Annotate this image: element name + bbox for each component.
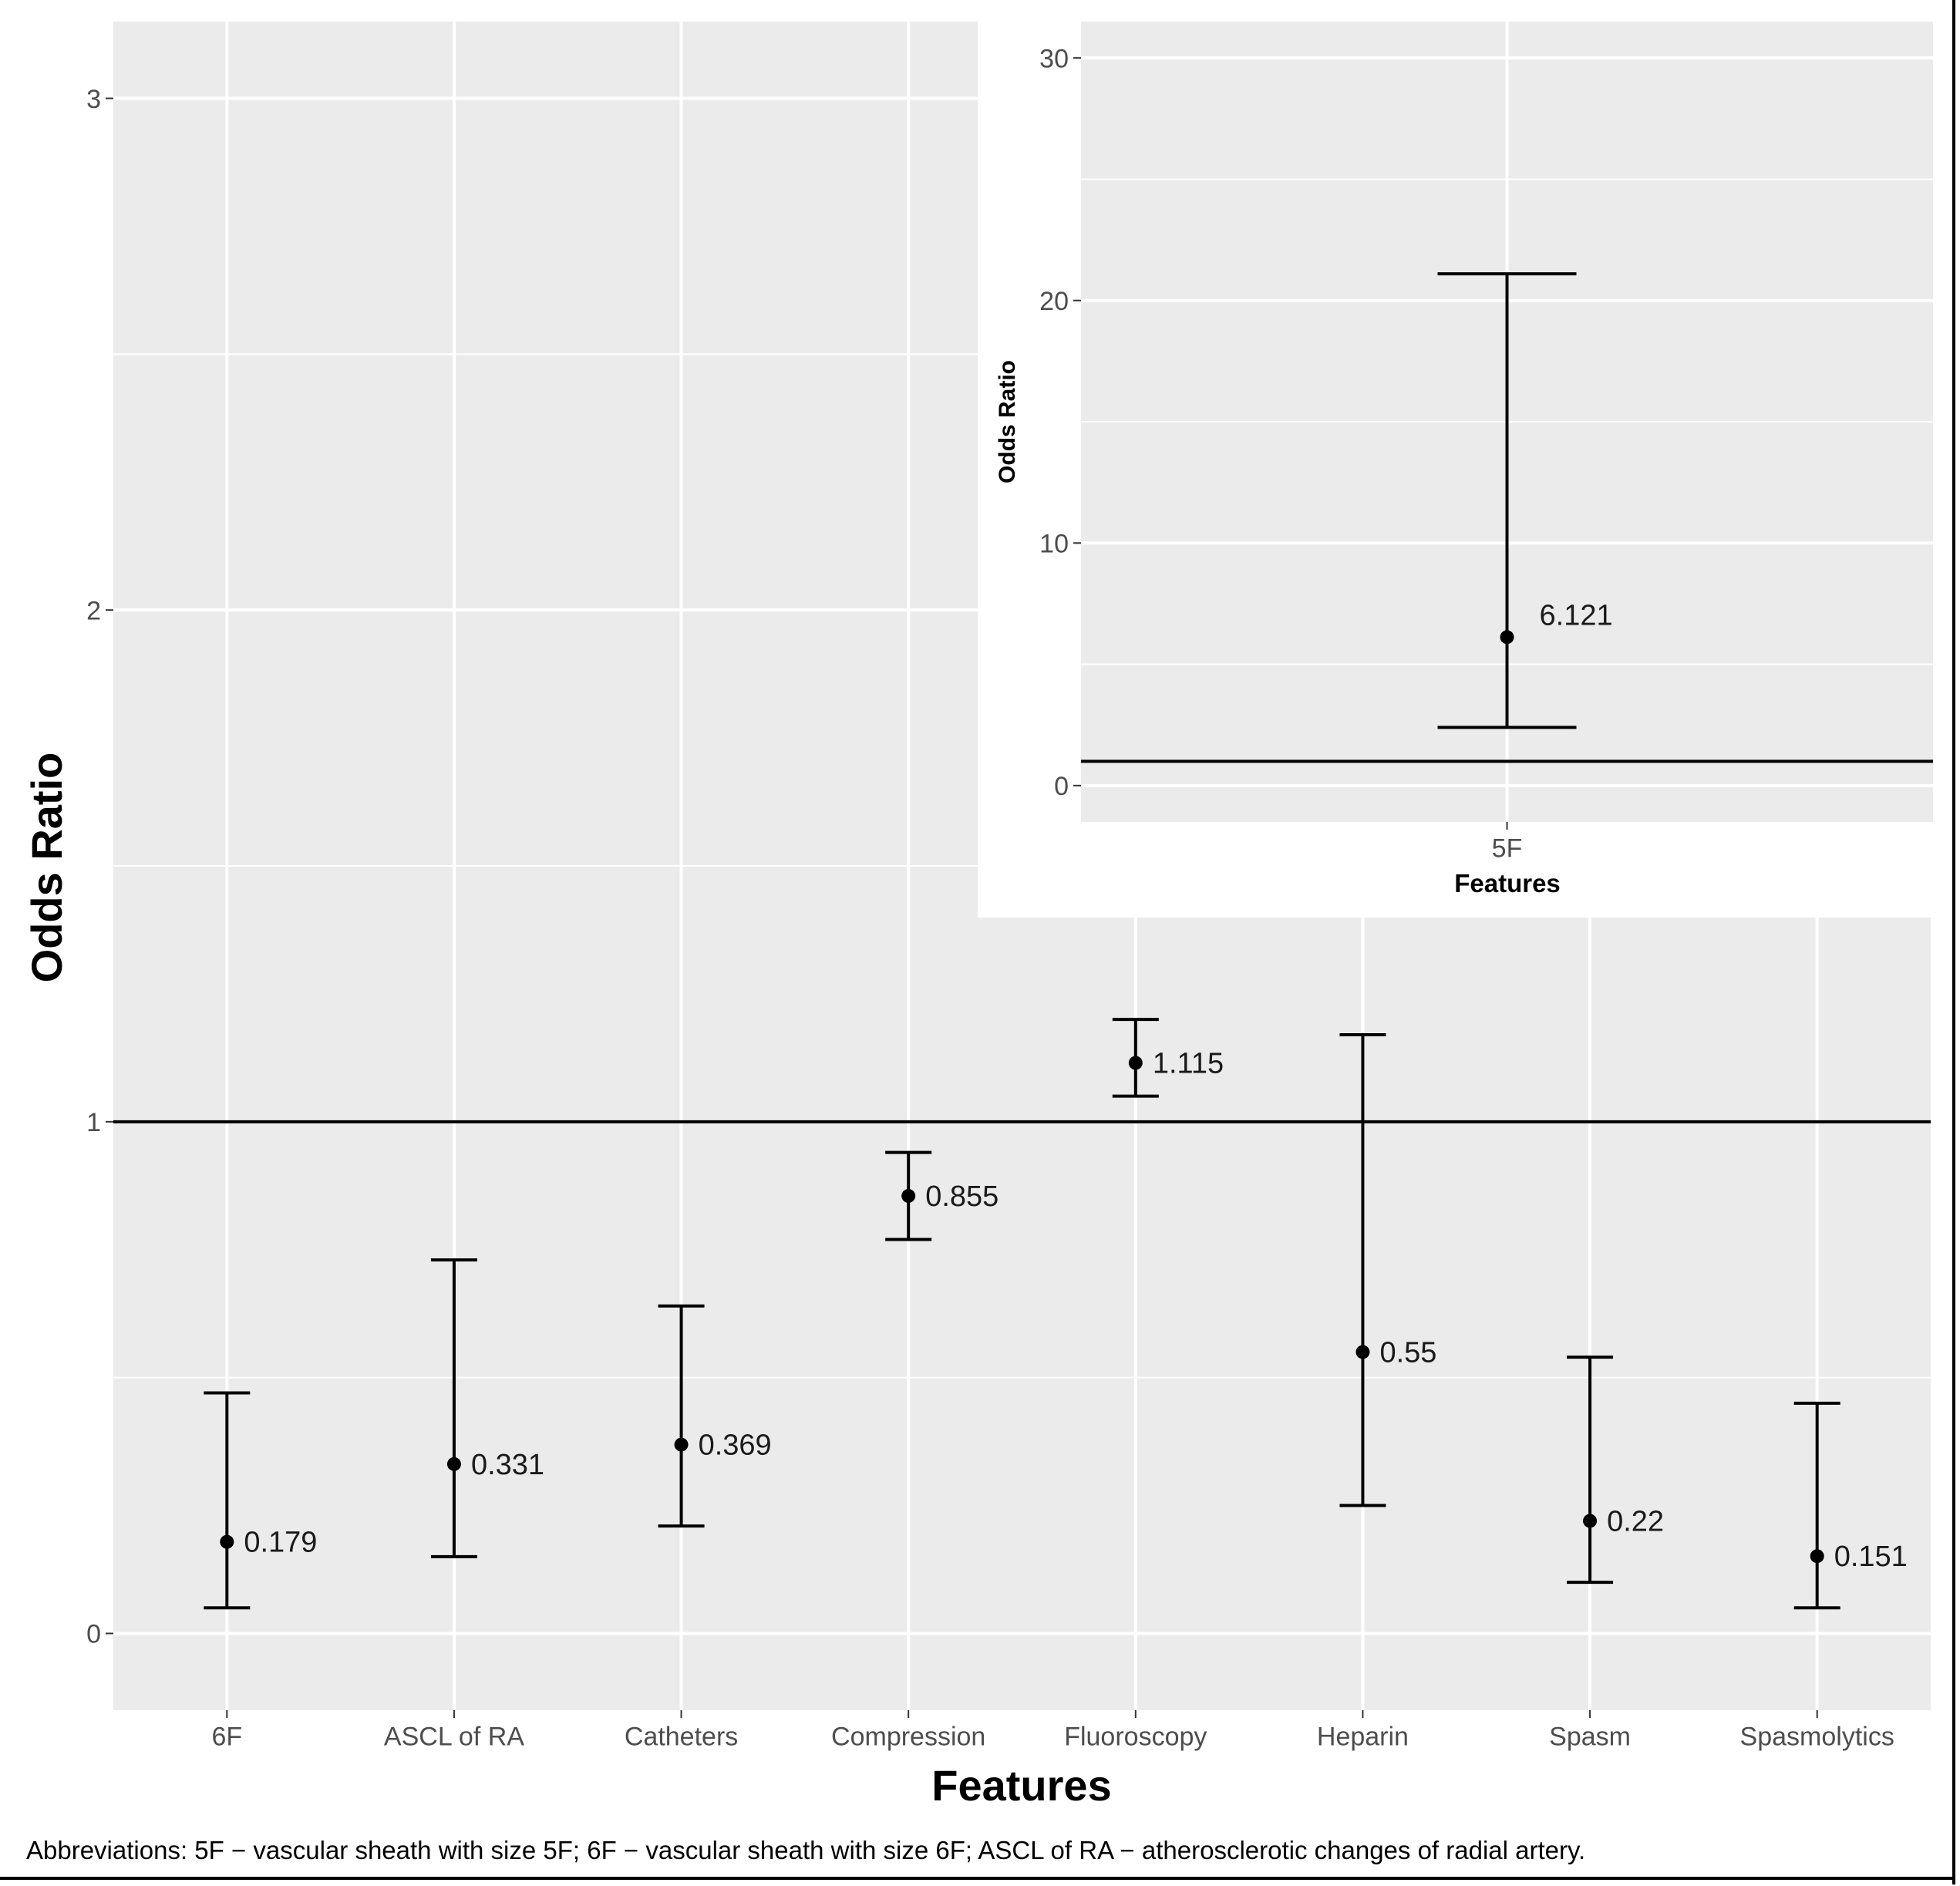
main-y-tick-label: 2 <box>86 596 101 625</box>
inset-y-tick-label: 30 <box>1039 44 1069 73</box>
main-x-axis-title: Features <box>931 1761 1111 1810</box>
main-y-tick-label: 0 <box>86 1620 101 1649</box>
main-errorbar-catheters: 0.369 <box>658 1304 772 1528</box>
inset-x-axis-title: Features <box>1454 869 1561 898</box>
main-point-estimate <box>1355 1345 1370 1359</box>
main-errorbar-fluoroscopy: 1.115 <box>1112 1018 1224 1098</box>
main-x-tick-label: 6F <box>211 1723 242 1752</box>
main-y-tick-label: 3 <box>86 85 101 114</box>
main-errorbar-spasm: 0.22 <box>1567 1356 1664 1585</box>
main-point-estimate <box>220 1534 234 1549</box>
main-value-label: 0.369 <box>699 1430 772 1462</box>
inset-y-tick-label: 20 <box>1039 287 1069 316</box>
main-point-estimate <box>1583 1514 1598 1528</box>
inset-chart: 0 10 20 30 5F 6.121 Features Odds Ratio <box>978 0 1960 918</box>
main-x-tick-label: Heparin <box>1317 1723 1409 1752</box>
main-point-estimate <box>901 1189 916 1204</box>
inset-y-tick-label: 0 <box>1054 772 1069 801</box>
main-y-tick-label: 1 <box>86 1108 101 1137</box>
main-value-label: 0.22 <box>1607 1505 1664 1537</box>
main-value-label: 0.55 <box>1379 1336 1436 1369</box>
main-value-label: 1.115 <box>1153 1048 1224 1080</box>
main-x-tick-label: Fluoroscopy <box>1064 1723 1207 1752</box>
main-point-estimate <box>1810 1549 1824 1564</box>
main-point-estimate <box>446 1457 461 1471</box>
inset-value-label: 6.121 <box>1540 599 1613 631</box>
inset-x-axis: 5F <box>1492 822 1523 864</box>
inset-x-tick-label: 5F <box>1492 834 1523 864</box>
main-y-axis-title: Odds Ratio <box>22 753 71 983</box>
main-x-tick-label: Catheters <box>625 1723 738 1752</box>
frame-bottom-edge <box>0 1877 1955 1880</box>
main-x-tick-label: Spasmolytics <box>1740 1723 1894 1752</box>
main-point-estimate <box>1128 1056 1143 1070</box>
main-value-label: 0.151 <box>1834 1541 1908 1573</box>
main-errorbar-6f: 0.179 <box>204 1391 317 1610</box>
main-point-estimate <box>674 1437 689 1452</box>
main-x-axis: 6F ASCL of RA Catheters Compression Fluorosc… <box>211 1710 1894 1752</box>
main-x-tick-label: ASCL of RA <box>384 1723 524 1752</box>
inset-y-axis-title: Odds Ratio <box>995 360 1020 483</box>
main-x-tick-label: Spasm <box>1549 1723 1631 1752</box>
main-errorbar-ascl-of-ra: 0.331 <box>430 1258 544 1558</box>
main-value-label: 0.179 <box>244 1527 317 1559</box>
main-errorbar-heparin: 0.55 <box>1339 1033 1436 1507</box>
main-error-bars: 0.179 0.331 0.369 0.855 1.115 0.55 0.22 0.151 <box>113 1018 1931 1610</box>
main-x-tick-label: Compression <box>831 1723 985 1752</box>
inset-y-axis: 0 10 20 30 <box>1039 44 1081 801</box>
main-y-axis: 0 1 2 3 <box>86 85 113 1649</box>
main-value-label: 0.855 <box>925 1180 999 1213</box>
abbreviations-footnote: Abbreviations: 5F − vascular sheath with… <box>26 1836 1586 1864</box>
frame-right-edge <box>1952 0 1955 1884</box>
inset-errorbar-5f: 6.121 <box>1437 272 1613 729</box>
inset-point-estimate <box>1500 630 1514 645</box>
main-errorbar-spasmolytics: 0.151 <box>1793 1401 1908 1610</box>
main-errorbar-compression: 0.855 <box>885 1150 999 1241</box>
inset-error-bars: 6.121 <box>1081 272 1933 763</box>
main-value-label: 0.331 <box>471 1449 544 1481</box>
inset-y-tick-label: 10 <box>1039 530 1069 559</box>
